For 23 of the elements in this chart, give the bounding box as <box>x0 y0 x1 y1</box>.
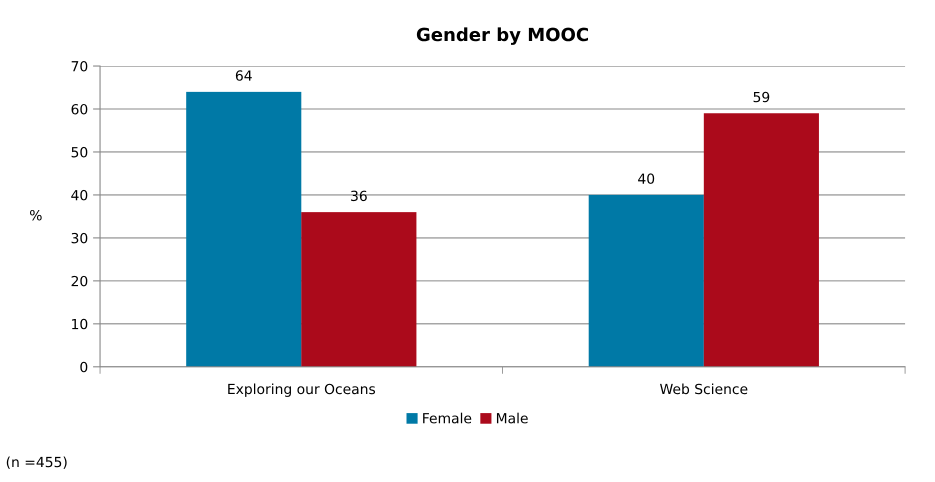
legend-label: Female <box>423 412 472 424</box>
legend-label: Male <box>496 412 528 424</box>
data-label: 40 <box>638 173 654 184</box>
data-label: 64 <box>236 70 252 81</box>
chart-title: Gender by MOOC <box>416 27 588 45</box>
x-tick-label: Web Science <box>660 383 748 394</box>
y-tick-label: 0 <box>80 362 88 372</box>
data-label: 36 <box>351 190 367 202</box>
y-tick-label: 40 <box>71 190 88 200</box>
bar <box>301 212 416 367</box>
data-label: 59 <box>754 92 770 102</box>
y-tick-label: 20 <box>72 276 88 286</box>
bar <box>704 113 819 367</box>
y-tick-label: 30 <box>72 232 88 244</box>
bar <box>588 194 704 367</box>
y-tick-label: 70 <box>72 61 88 72</box>
y-tick-label: 50 <box>72 146 88 158</box>
y-axis-title: % <box>30 210 42 220</box>
x-tick-label: Exploring our Oceans <box>228 383 376 397</box>
y-tick-label: 60 <box>72 104 88 114</box>
y-tick-label: 10 <box>72 318 88 330</box>
text: (n =455) <box>6 456 67 469</box>
bar <box>186 92 302 367</box>
